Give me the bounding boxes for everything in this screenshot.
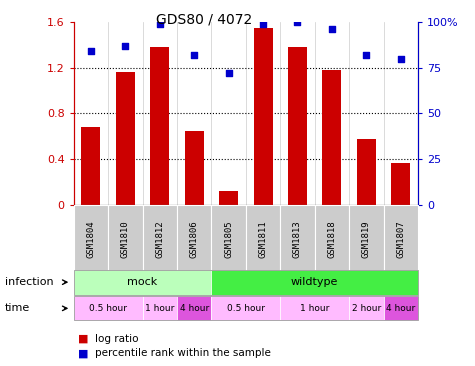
Point bbox=[87, 48, 95, 54]
Point bbox=[397, 56, 405, 61]
Text: 4 hour: 4 hour bbox=[180, 304, 209, 313]
Text: 1 hour: 1 hour bbox=[300, 304, 329, 313]
Text: GSM1818: GSM1818 bbox=[327, 220, 336, 258]
Text: GSM1806: GSM1806 bbox=[190, 220, 199, 258]
Text: GSM1811: GSM1811 bbox=[258, 220, 267, 258]
Point bbox=[294, 19, 301, 25]
Text: percentile rank within the sample: percentile rank within the sample bbox=[95, 348, 271, 358]
Bar bbox=[185, 131, 204, 205]
Bar bbox=[391, 163, 410, 205]
Text: 0.5 hour: 0.5 hour bbox=[89, 304, 127, 313]
Text: wildtype: wildtype bbox=[291, 277, 338, 287]
Text: 1 hour: 1 hour bbox=[145, 304, 174, 313]
Text: 2 hour: 2 hour bbox=[352, 304, 381, 313]
Text: GSM1813: GSM1813 bbox=[293, 220, 302, 258]
Bar bbox=[219, 191, 238, 205]
Text: GSM1812: GSM1812 bbox=[155, 220, 164, 258]
Text: GSM1807: GSM1807 bbox=[396, 220, 405, 258]
Text: ■: ■ bbox=[78, 348, 89, 358]
Bar bbox=[288, 47, 307, 205]
Text: infection: infection bbox=[5, 277, 53, 287]
Bar bbox=[150, 47, 169, 205]
Point bbox=[190, 52, 198, 58]
Bar bbox=[116, 72, 135, 205]
Text: GDS80 / 4072: GDS80 / 4072 bbox=[156, 13, 252, 27]
Bar bbox=[323, 70, 342, 205]
Text: GSM1804: GSM1804 bbox=[86, 220, 95, 258]
Text: ■: ■ bbox=[78, 333, 89, 344]
Text: GSM1810: GSM1810 bbox=[121, 220, 130, 258]
Point bbox=[362, 52, 370, 58]
Text: time: time bbox=[5, 303, 30, 313]
Bar bbox=[254, 28, 273, 205]
Text: 0.5 hour: 0.5 hour bbox=[227, 304, 265, 313]
Point bbox=[156, 21, 163, 27]
Text: GSM1819: GSM1819 bbox=[362, 220, 371, 258]
Point bbox=[328, 26, 336, 32]
Point bbox=[225, 70, 232, 76]
Point bbox=[259, 21, 267, 27]
Text: log ratio: log ratio bbox=[95, 333, 139, 344]
Text: mock: mock bbox=[127, 277, 158, 287]
Text: GSM1805: GSM1805 bbox=[224, 220, 233, 258]
Point bbox=[122, 43, 129, 49]
Bar bbox=[357, 139, 376, 205]
Text: 4 hour: 4 hour bbox=[386, 304, 416, 313]
Bar bbox=[81, 127, 100, 205]
